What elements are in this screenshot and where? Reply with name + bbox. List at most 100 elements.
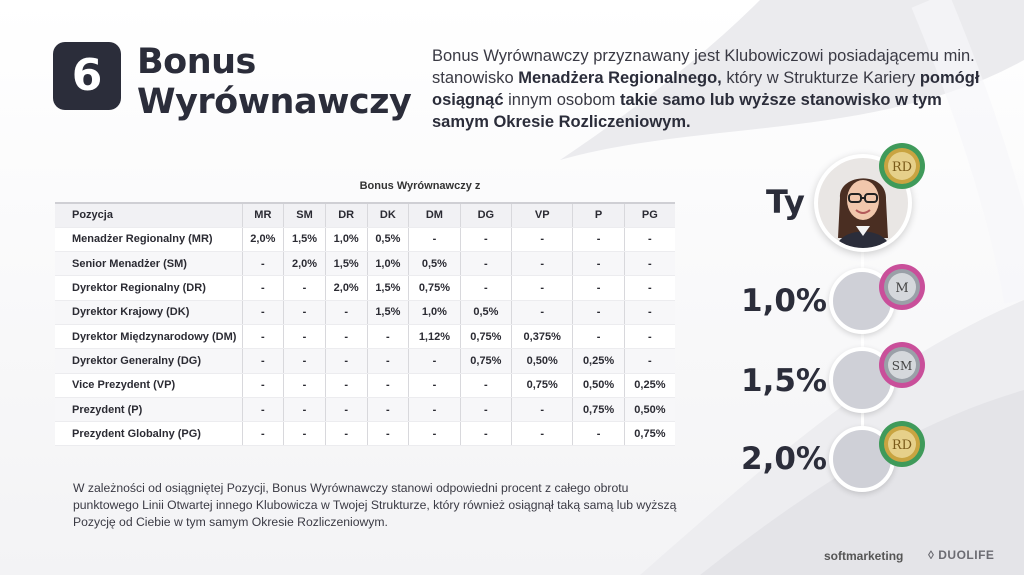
table-cell: 0,75% [408, 275, 461, 301]
table-cell: - [572, 300, 625, 325]
table-cell: - [572, 227, 625, 253]
column-header: DM [408, 203, 461, 228]
table-cell: 2,0% [283, 251, 326, 277]
table-cell: - [242, 397, 285, 423]
table-cell: - [511, 397, 574, 423]
duolife-icon: ◊ [928, 548, 939, 562]
svg-text:M: M [895, 281, 908, 296]
bonus-table: Pozycja MR SM DR DK DM DG VP P PG Menadżer Region… [55, 202, 675, 447]
medal-rd-icon: RD [879, 421, 925, 467]
table-row: Dyrektor Generalny (DG) - - - - -0,75% 0,50% 0,… [55, 348, 675, 374]
table-cell: - [242, 421, 285, 447]
table-cell: - [460, 251, 513, 277]
column-header: PG [624, 203, 675, 228]
table-cell: 1,5% [367, 275, 410, 301]
column-header: SM [283, 203, 326, 228]
column-header: VP [511, 203, 574, 228]
table-cell: 1,12% [408, 324, 461, 350]
table-cell: 0,25% [624, 373, 675, 398]
row-position-label: Menadżer Regionalny (MR) [55, 227, 243, 253]
table-cell: 0,375% [511, 324, 574, 350]
table-cell: - [367, 421, 410, 447]
medal-rd-icon: RD [879, 143, 925, 189]
table-cell: - [511, 227, 574, 253]
table-cell: 0,5% [460, 300, 513, 325]
table-cell: - [624, 275, 675, 301]
table-cell: - [572, 275, 625, 301]
table-cell: - [408, 397, 461, 423]
row-position-label: Prezydent (P) [55, 397, 243, 423]
table-cell: 0,75% [572, 397, 625, 423]
table-cell: - [408, 373, 461, 398]
table-cell: - [325, 421, 368, 447]
table-row: Dyrektor Regionalny (DR) - -2,0% 1,5% 0,75% -… [55, 275, 675, 301]
table-cell: 0,5% [408, 251, 461, 277]
table-row: Menadżer Regionalny (MR) 2,0% 1,5% 1,0% 0,5%… [55, 227, 675, 253]
table-cell: 0,50% [572, 373, 625, 398]
table-cell: - [460, 373, 513, 398]
avatar [814, 154, 912, 252]
table-row: Prezydent (P) - - - - - - -0,75% 0,50% [55, 397, 675, 423]
diagram-connector [861, 250, 864, 430]
table-caption: Bonus Wyrównawczy z [359, 180, 481, 192]
table-cell: - [242, 373, 285, 398]
table-cell: - [460, 421, 513, 447]
intro-text: Bonus Wyrównawczy przyznawany jest Klubo… [432, 47, 980, 131]
table-cell: - [624, 348, 675, 374]
table-cell: 0,75% [460, 348, 513, 374]
column-header: P [572, 203, 625, 228]
footnote-text: W zależności od osiągniętej Pozycji, Bon… [73, 481, 677, 529]
table-body: Menadżer Regionalny (MR) 2,0% 1,5% 1,0% 0,5%… [55, 227, 675, 447]
table-cell: - [283, 324, 326, 350]
table-cell: - [624, 251, 675, 277]
table-cell: - [283, 397, 326, 423]
table-cell: - [367, 348, 410, 374]
table-cell: - [572, 324, 625, 350]
page-title: Bonus Wyrównawczy [137, 42, 412, 122]
you-label: Ty [766, 183, 805, 221]
table-cell: - [511, 300, 574, 325]
table-cell: 1,0% [408, 300, 461, 325]
table-cell: - [325, 348, 368, 374]
table-cell: 0,75% [511, 373, 574, 398]
row-position-label: Dyrektor Generalny (DG) [55, 348, 243, 374]
table-header-row: Pozycja MR SM DR DK DM DG VP P PG [55, 203, 675, 228]
row-position-label: Prezydent Globalny (PG) [55, 421, 243, 447]
table-cell: - [511, 251, 574, 277]
table-cell: 0,50% [511, 348, 574, 374]
table-cell: - [325, 397, 368, 423]
table-cell: - [460, 397, 513, 423]
medal-sm-icon: SM [879, 342, 925, 388]
table-cell: - [325, 300, 368, 325]
column-header: DR [325, 203, 368, 228]
svg-text:RD: RD [892, 438, 912, 453]
table-cell: - [242, 324, 285, 350]
medal-m-icon: M [879, 264, 925, 310]
row-position-label: Dyrektor Regionalny (DR) [55, 275, 243, 301]
table-cell: 0,75% [624, 421, 675, 447]
table-cell: - [367, 373, 410, 398]
table-cell: - [283, 373, 326, 398]
table-row: Senior Menadżer (SM) -2,0% 1,5% 1,0% 0,5% - - -… [55, 251, 675, 277]
table-row: Prezydent Globalny (PG) - - - - - - - -0,75% [55, 421, 675, 447]
table-cell: - [511, 421, 574, 447]
table-cell: - [572, 421, 625, 447]
svg-text:SM: SM [892, 359, 913, 373]
table-cell: 0,50% [624, 397, 675, 423]
softmarketing-logo: softmarketing [824, 549, 904, 563]
column-header: DG [460, 203, 513, 228]
level-percent-3: 2,0% [741, 441, 827, 477]
section-number-badge: 6 [53, 42, 121, 110]
row-position-label: Dyrektor Krajowy (DK) [55, 300, 243, 325]
title-line-2: Wyrównawczy [137, 82, 412, 122]
table-cell: - [624, 300, 675, 325]
table-cell: - [408, 348, 461, 374]
table-cell: - [242, 348, 285, 374]
svg-text:RD: RD [892, 160, 912, 175]
table-cell: - [242, 275, 285, 301]
table-cell: 0,25% [572, 348, 625, 374]
column-header: DK [367, 203, 410, 228]
level-percent-1: 1,0% [741, 283, 827, 319]
table-cell: 2,0% [325, 275, 368, 301]
table-cell: - [572, 251, 625, 277]
